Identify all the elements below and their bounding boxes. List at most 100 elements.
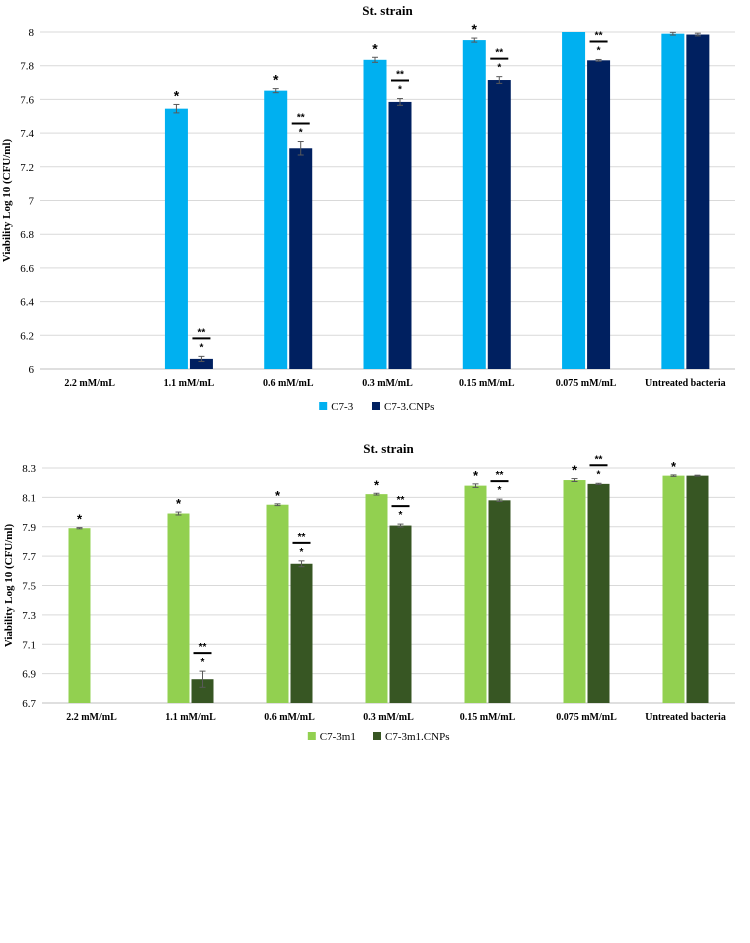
bar-c7-3 (661, 33, 685, 370)
y-tick-label: 7.7 (22, 551, 36, 563)
y-tick-label: 7 (29, 196, 35, 208)
bar-c7-3m1 (167, 513, 190, 703)
significance-mark: * (572, 463, 578, 478)
bar-c7-3m1-cnps (587, 483, 610, 703)
significance-mark: * (374, 477, 380, 492)
bar-c7-3m1 (266, 504, 289, 703)
chart-c7-3: St. strain 6 6.2 6.4 6.6 6.8 7 7.2 7.4 7.6 7.8 8 Via… (1, 3, 735, 413)
significance-mark: * (597, 469, 601, 480)
x-tick-label: 0.6 mM/mL (264, 712, 315, 723)
bar-c7-3m1-cnps (191, 679, 214, 703)
significance-mark: ** (495, 48, 503, 59)
y-axis-label: Viability Log 10 (CFU/ml) (1, 138, 13, 262)
bar-c7-3-cnps (189, 358, 213, 369)
significance-mark: * (201, 657, 205, 668)
legend-swatch-c7-3 (319, 402, 328, 410)
x-tick-label: 0.6 mM/mL (263, 378, 314, 389)
x-tick-label: 2.2 mM/mL (64, 378, 115, 389)
y-tick-label: 7.2 (20, 162, 34, 174)
y-tick-label: 6 (29, 364, 35, 376)
significance-mark: ** (297, 113, 305, 124)
bar-c7-3m1-cnps (488, 500, 511, 703)
y-tick-label: 6.9 (22, 669, 36, 681)
x-tick-label: 2.2 mM/mL (66, 712, 117, 723)
bar-c7-3 (562, 32, 586, 369)
y-axis-label: Viability Log 10 (CFU/ml) (3, 523, 15, 647)
bar-c7-3m1 (68, 528, 91, 703)
x-tick-label: 0.3 mM/mL (362, 378, 413, 389)
y-tick-label: 6.6 (20, 263, 34, 275)
significance-mark: * (176, 496, 182, 511)
bar-c7-3 (264, 90, 288, 369)
x-tick-label: 1.1 mM/mL (165, 712, 216, 723)
significance-mark: * (273, 72, 279, 88)
significance-mark: * (300, 547, 304, 558)
chart-title: St. strain (362, 3, 413, 18)
legend-label: C7-3m1 (320, 731, 356, 743)
significance-mark: ** (199, 642, 207, 653)
significance-mark: * (398, 85, 402, 96)
y-tick-label: 6.8 (20, 229, 34, 241)
legend-label: C7-3m1.CNPs (385, 731, 450, 743)
y-tick-label: 7.9 (22, 522, 36, 534)
significance-mark: * (472, 21, 478, 37)
x-tick-label: 0.075 mM/mL (556, 712, 617, 723)
y-tick-label: 7.4 (20, 128, 34, 140)
x-tick-label: 0.15 mM/mL (459, 378, 515, 389)
bar-c7-3 (462, 40, 486, 369)
significance-mark: * (275, 488, 281, 503)
y-tick-label: 6.7 (22, 698, 36, 710)
significance-mark: * (174, 87, 180, 103)
significance-mark: ** (396, 70, 404, 81)
legend-label: C7-3 (331, 401, 354, 413)
legend-swatch-c7-3m1-cnps (373, 732, 381, 740)
y-tick-label: 7.3 (22, 610, 36, 622)
significance-mark: ** (198, 327, 206, 338)
y-tick-label: 7.6 (20, 94, 34, 106)
bar-c7-3m1 (662, 475, 685, 703)
legend-label: C7-3.CNPs (384, 401, 434, 413)
significance-mark: * (473, 468, 479, 483)
significance-mark: * (497, 63, 501, 74)
bar-c7-3-cnps (686, 34, 710, 370)
significance-mark: * (597, 45, 601, 56)
significance-mark: ** (595, 30, 603, 41)
y-tick-label: 6.2 (20, 330, 34, 342)
bar-c7-3m1 (563, 480, 586, 703)
x-tick-label: Untreated bacteria (645, 378, 726, 389)
significance-mark: * (498, 485, 502, 496)
significance-mark: * (399, 510, 403, 521)
significance-mark: ** (298, 532, 306, 543)
bar-c7-3-cnps (487, 80, 511, 370)
y-tick-label: 6.4 (20, 297, 34, 309)
bar-c7-3m1-cnps (686, 475, 709, 703)
significance-mark: ** (397, 495, 405, 506)
chart-c7-3m1: St. strain 6.7 6.9 7.1 7.3 7.5 7.7 7.9 8.1 8.3 Via… (3, 441, 735, 743)
significance-mark: * (372, 40, 378, 56)
bar-c7-3 (164, 108, 188, 369)
x-tick-label: 0.075 mM/mL (556, 378, 617, 389)
significance-mark: ** (595, 454, 603, 465)
x-tick-label: Untreated bacteria (645, 712, 726, 723)
y-tick-label: 8 (29, 27, 35, 39)
y-tick-label: 7.1 (22, 639, 36, 651)
legend-swatch-c7-3m1 (307, 732, 316, 740)
significance-mark: * (199, 342, 203, 353)
significance-mark: * (671, 459, 677, 474)
significance-mark: * (299, 128, 303, 139)
bar-c7-3-cnps (388, 101, 412, 370)
legend-swatch-c7-3-cnps (372, 402, 380, 410)
significance-mark: ** (496, 470, 504, 481)
x-tick-label: 0.3 mM/mL (363, 712, 414, 723)
y-tick-label: 8.1 (22, 492, 36, 504)
bar-c7-3-cnps (587, 60, 611, 370)
bar-c7-3m1-cnps (290, 563, 313, 703)
y-tick-label: 8.3 (22, 463, 36, 475)
bar-c7-3 (363, 59, 387, 370)
x-tick-label: 0.15 mM/mL (460, 712, 516, 723)
significance-mark: * (77, 512, 83, 527)
bar-c7-3m1 (365, 494, 388, 703)
bar-c7-3m1-cnps (389, 525, 412, 703)
y-tick-label: 7.5 (22, 581, 36, 593)
